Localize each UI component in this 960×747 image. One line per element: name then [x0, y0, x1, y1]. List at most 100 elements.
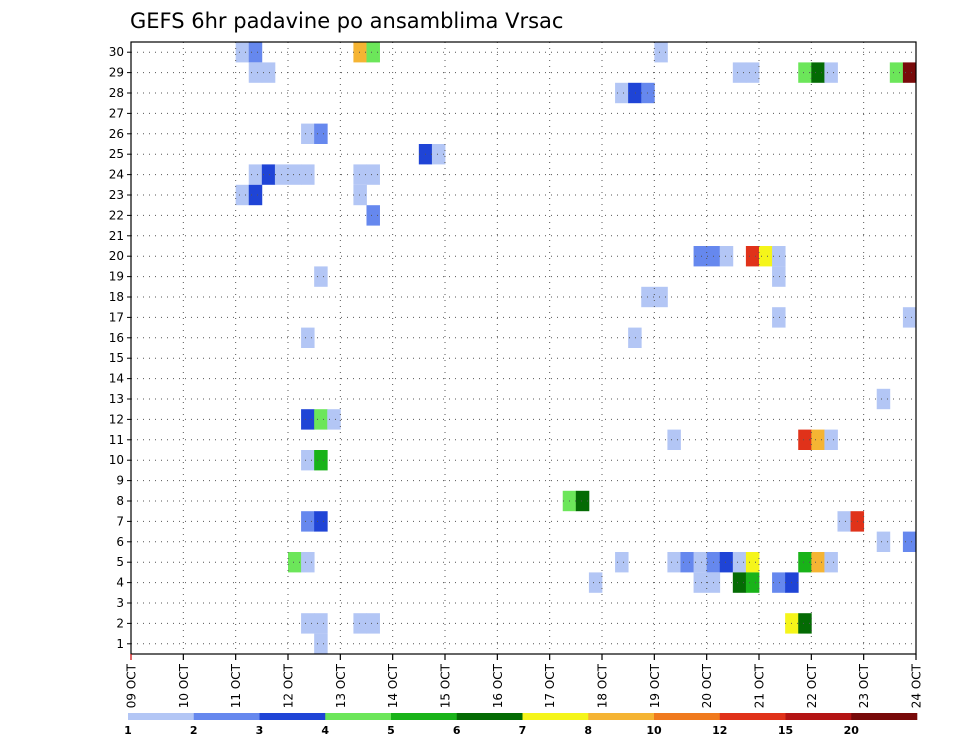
color-legend: 1 2 3 4 5 6 7 8 10 12 15 20: [124, 713, 918, 737]
y-tick-label: 1: [116, 637, 124, 651]
precip-cell: [745, 572, 760, 593]
legend-swatch: [588, 713, 655, 720]
legend-level-label: 20: [844, 724, 860, 737]
precip-cell: [772, 307, 786, 328]
y-tick-label: 11: [109, 433, 124, 447]
precip-cell: [798, 429, 812, 450]
precip-cell: [301, 327, 315, 348]
precip-cell: [314, 409, 328, 430]
legend-swatch: [851, 713, 918, 720]
precip-cell: [693, 552, 708, 573]
precip-cell: [798, 613, 812, 634]
precip-cell: [288, 552, 302, 573]
legend-level-label: 12: [712, 724, 727, 737]
y-tick-label: 28: [109, 86, 124, 100]
y-tick-label: 15: [109, 351, 124, 365]
precip-cell: [811, 552, 825, 573]
y-tick-label: 20: [109, 249, 124, 263]
y-tick-label: 8: [116, 494, 124, 508]
precip-cell: [314, 450, 328, 471]
precip-cell: [680, 552, 694, 573]
precip-cell: [288, 164, 302, 185]
y-tick-label: 23: [109, 188, 124, 202]
legend-swatch: [654, 713, 721, 720]
precip-cell: [261, 164, 276, 185]
precip-cell: [798, 552, 812, 573]
precip-cell: [575, 490, 590, 512]
precip-cell: [824, 62, 838, 83]
precip-cell: [667, 429, 681, 450]
precip-cell: [615, 82, 629, 104]
y-tick-label: 22: [109, 208, 124, 222]
precip-cell: [758, 246, 773, 267]
precip-cell: [889, 62, 904, 83]
precip-cell: [353, 164, 367, 185]
y-tick-label: 14: [109, 372, 124, 386]
x-tick-label: 20 OCT: [700, 663, 714, 708]
precip-cell: [628, 82, 642, 104]
precip-cell: [314, 613, 328, 634]
x-tick-label: 15 OCT: [439, 663, 453, 708]
y-tick-label: 3: [116, 596, 124, 610]
precip-cell: [902, 531, 917, 552]
legend-swatch: [325, 713, 392, 720]
precip-cell: [902, 307, 917, 328]
precip-cell: [667, 552, 681, 573]
legend-level-label: 8: [584, 724, 592, 737]
precip-cell: [732, 552, 747, 573]
x-tick-label: 13 OCT: [334, 663, 348, 708]
precip-cell: [301, 409, 315, 430]
y-tick-label: 30: [109, 45, 124, 59]
x-tick-label: 12 OCT: [282, 663, 296, 708]
precip-cell: [772, 266, 786, 287]
legend-swatch: [522, 713, 589, 720]
y-tick-label: 12: [109, 412, 124, 426]
precip-cell: [366, 164, 380, 185]
precip-cell: [824, 552, 838, 573]
precip-cell: [837, 511, 851, 532]
grid-layer: [131, 42, 916, 654]
precip-cell: [301, 123, 315, 144]
x-tick-label: 24 OCT: [910, 663, 924, 708]
y-tick-label: 6: [116, 535, 124, 549]
legend-level-label: 4: [321, 724, 329, 737]
plot-frame: [130, 41, 917, 655]
precip-cell: [301, 552, 315, 573]
y-tick-label: 19: [109, 270, 124, 284]
precip-cell: [314, 633, 328, 654]
cells-layer: [235, 42, 917, 654]
y-tick-label: 13: [109, 392, 124, 406]
precip-cell: [248, 164, 263, 185]
y-tick-label: 4: [116, 576, 124, 590]
precip-cell: [353, 613, 367, 634]
x-tick-label: 17 OCT: [543, 663, 557, 708]
x-tick-label: 09 OCT: [125, 663, 139, 708]
precip-cell: [261, 62, 276, 83]
legend-swatch: [785, 713, 852, 720]
legend-swatch: [391, 713, 458, 720]
precip-cell: [745, 552, 760, 573]
precip-cell: [628, 327, 642, 348]
precip-cell: [798, 62, 812, 83]
y-tick-label: 9: [116, 474, 124, 488]
x-tick-label: 18 OCT: [596, 663, 610, 708]
x-tick-label: 22 OCT: [805, 663, 819, 708]
y-tick-label: 5: [116, 555, 124, 569]
precip-cell: [876, 531, 891, 552]
y-tick-label: 2: [116, 616, 124, 630]
precip-cell: [745, 62, 760, 83]
precip-cell: [654, 286, 668, 308]
x-tick-label: 23 OCT: [857, 663, 871, 708]
precip-cell: [327, 409, 341, 430]
precip-cell: [732, 572, 747, 593]
x-tick-label: 16 OCT: [491, 663, 505, 708]
precip-cell: [902, 62, 917, 83]
precip-cell: [366, 205, 380, 226]
precip-cell: [314, 511, 328, 532]
precip-cell: [772, 572, 786, 593]
legend-level-label: 3: [256, 724, 264, 737]
y-tick-label: 26: [109, 127, 124, 141]
precip-cell: [824, 429, 838, 450]
